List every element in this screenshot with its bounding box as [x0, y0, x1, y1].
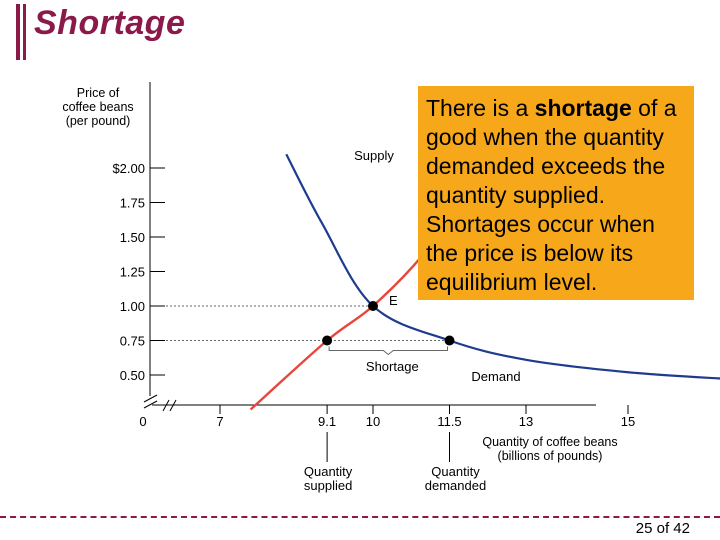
x-tick-label: 11.5 [437, 414, 461, 429]
footer-dashed-line [0, 516, 720, 518]
quantity-demanded-label: Quantity demanded [425, 464, 486, 493]
x-axis-label: Quantity of coffee beans (billions of pou… [482, 435, 617, 463]
y-tick-label: 1.75 [120, 196, 145, 211]
x-tick-label: 13 [519, 414, 533, 429]
y-tick-label: $2.00 [112, 161, 145, 176]
quantity-supplied-point [322, 335, 333, 346]
y-tick-label: 1.25 [120, 265, 145, 280]
x-axis-break [169, 399, 177, 412]
quantity-supplied-label: Quantity supplied [304, 464, 353, 493]
y-axis-break [143, 394, 158, 403]
page-number: 25 of 42 [635, 520, 690, 537]
demand-label: Demand [471, 369, 520, 384]
quantity-demanded-point [444, 335, 455, 346]
y-axis-break [143, 400, 158, 409]
x-axis-break [162, 399, 170, 412]
title-accent-bars [16, 4, 26, 60]
y-tick-label: 0.75 [120, 334, 145, 349]
y-tick-label: 1.50 [120, 230, 145, 245]
equilibrium-label: E [389, 293, 398, 308]
slide-title: Shortage [34, 4, 186, 42]
y-tick-label: 0.50 [120, 368, 145, 383]
shortage-label: Shortage [366, 359, 419, 374]
y-tick-label: 1.00 [120, 299, 145, 314]
equilibrium-point [368, 301, 378, 311]
origin-label: 0 [139, 414, 146, 429]
supply-label: Supply [354, 148, 394, 163]
x-tick-label: 9.1 [318, 414, 336, 429]
callout-text-pre: There is a [426, 95, 535, 121]
shortage-callout: There is a shortage of a good when the q… [418, 86, 694, 300]
x-tick-label: 7 [216, 414, 223, 429]
callout-text-post: of a good when the quantity demanded exc… [426, 95, 677, 295]
x-tick-label: 15 [621, 414, 635, 429]
x-tick-label: 10 [366, 414, 380, 429]
callout-text-bold: shortage [534, 95, 632, 121]
y-axis-label: Price of coffee beans (per pound) [62, 86, 133, 128]
shortage-bracket [328, 346, 448, 356]
